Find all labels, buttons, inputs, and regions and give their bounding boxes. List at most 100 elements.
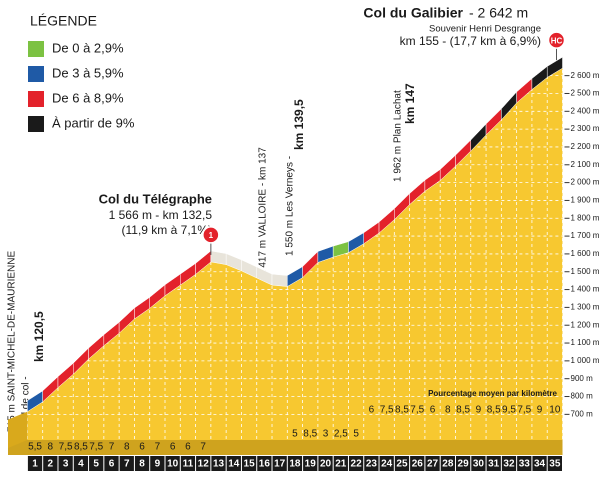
km-box bbox=[287, 456, 303, 471]
km-box-label: 21 bbox=[335, 459, 347, 470]
summit-badge-circle bbox=[547, 31, 566, 49]
legend-label: De 6 à 8,9% bbox=[52, 90, 124, 105]
gradient-label: 7 bbox=[109, 442, 115, 453]
gradient-label: 6 bbox=[139, 442, 145, 453]
km-box-label: 32 bbox=[503, 459, 515, 470]
km-box-label: 1 bbox=[32, 459, 38, 470]
gradient-label: 9,5 bbox=[502, 405, 516, 416]
km-box bbox=[486, 456, 501, 471]
gradient-label: 6 bbox=[185, 442, 191, 453]
gradient-label: 8,5 bbox=[303, 429, 317, 440]
km-box-label: 6 bbox=[109, 459, 115, 470]
gradient-band bbox=[546, 56, 563, 78]
km-box-label: 31 bbox=[488, 459, 500, 470]
km-box bbox=[104, 456, 119, 471]
gradient-label: 8 bbox=[124, 442, 130, 453]
y-tick-label: 2 500 m bbox=[571, 89, 600, 98]
km-box bbox=[364, 456, 379, 471]
gradient-label: 6 bbox=[369, 405, 375, 416]
gradient-label: 8 bbox=[48, 442, 54, 453]
legend-swatch bbox=[28, 66, 44, 82]
km-box-label: 30 bbox=[473, 459, 485, 470]
km-box bbox=[303, 456, 318, 471]
gradient-label: 7 bbox=[155, 442, 161, 453]
km-box-label: 22 bbox=[351, 459, 363, 470]
legend-label: De 3 à 5,9% bbox=[52, 65, 124, 80]
km-box bbox=[58, 456, 73, 471]
gradient-label: 8,5 bbox=[456, 405, 470, 416]
gradient-label: 2,5 bbox=[334, 429, 348, 440]
start-km: km 120,5 bbox=[32, 311, 46, 362]
verneys-label: 1 550 m Les Verneys - bbox=[285, 156, 296, 256]
y-tick-label: 1 400 m bbox=[571, 285, 600, 294]
lachat-km: km 147 bbox=[403, 83, 417, 124]
km-box-label: 16 bbox=[259, 459, 271, 470]
km-box-label: 2 bbox=[48, 459, 54, 470]
y-tick-label: 1 600 m bbox=[571, 249, 600, 258]
km-box bbox=[348, 456, 364, 471]
ground-slab bbox=[8, 440, 563, 455]
km-box-label: 5 bbox=[93, 459, 99, 470]
km-box bbox=[425, 456, 440, 471]
summit-altitude: - 2 642 m bbox=[469, 5, 528, 21]
km-box bbox=[517, 456, 532, 471]
valloire-label: 1 417 m VALLOIRE - km 137 bbox=[258, 147, 269, 276]
km-box-label: 10 bbox=[167, 459, 179, 470]
gradient-label: 8,5 bbox=[487, 405, 501, 416]
gradient-band bbox=[210, 250, 227, 265]
km-box bbox=[180, 456, 196, 471]
km-box bbox=[455, 456, 471, 471]
km-box-label: 13 bbox=[213, 459, 225, 470]
y-tick-label: 1 100 m bbox=[571, 338, 600, 347]
legend-swatch bbox=[28, 91, 44, 107]
gradient-label: 7,5 bbox=[59, 442, 73, 453]
y-tick-label: 1 300 m bbox=[571, 303, 600, 312]
km-box bbox=[318, 456, 333, 471]
gradient-label: 7 bbox=[200, 442, 206, 453]
gradient-note: Pourcentage moyen par kilomètre bbox=[428, 389, 557, 398]
verneys-km: km 139,5 bbox=[292, 99, 306, 150]
km-box bbox=[379, 456, 394, 471]
y-tick-label: 1 000 m bbox=[571, 356, 600, 365]
km-box bbox=[241, 456, 257, 471]
lachat-label: 1 962 m Plan Lachat bbox=[393, 90, 404, 182]
y-tick-label: 2 600 m bbox=[571, 71, 600, 80]
km-box bbox=[532, 456, 547, 471]
km-box bbox=[410, 456, 425, 471]
gradient-label: 5 bbox=[292, 429, 298, 440]
km-box-label: 18 bbox=[289, 459, 301, 470]
km-box-label: 20 bbox=[320, 459, 332, 470]
elevation-area bbox=[27, 68, 563, 440]
km-box bbox=[211, 456, 226, 471]
col-detail: 1 566 m - km 132,5 bbox=[109, 208, 213, 222]
gradient-label: 7,5 bbox=[410, 405, 424, 416]
km-box-label: 26 bbox=[412, 459, 424, 470]
left-face bbox=[8, 411, 28, 448]
gradient-label: 5,5 bbox=[28, 442, 42, 453]
y-tick-label: 2 300 m bbox=[571, 124, 600, 133]
gradient-label: 8,5 bbox=[395, 405, 409, 416]
km-box bbox=[272, 456, 287, 471]
km-box-label: 4 bbox=[78, 459, 84, 470]
km-box bbox=[134, 456, 150, 471]
km-box-label: 11 bbox=[183, 459, 194, 470]
km-box-label: 23 bbox=[366, 459, 378, 470]
legend-swatch bbox=[28, 116, 44, 132]
y-tick-label: 2 200 m bbox=[571, 142, 600, 151]
legend-label: De 0 à 2,9% bbox=[52, 40, 124, 55]
km-box bbox=[165, 456, 180, 471]
gradient-label: 6 bbox=[170, 442, 176, 453]
km-box-label: 15 bbox=[244, 459, 256, 470]
km-box-label: 27 bbox=[427, 459, 439, 470]
gradient-label: 8 bbox=[445, 405, 451, 416]
km-box-label: 29 bbox=[458, 459, 470, 470]
start-place: 715 m SAINT-MICHEL-DE-MAURIENNE bbox=[7, 251, 18, 432]
km-box-label: 28 bbox=[442, 459, 454, 470]
gradient-label: 10 bbox=[549, 405, 561, 416]
km-box bbox=[501, 456, 517, 471]
km-box bbox=[27, 456, 43, 471]
summit-badge-text: HC bbox=[551, 36, 563, 45]
y-tick-label: 1 700 m bbox=[571, 231, 600, 240]
gradient-label: 7,5 bbox=[517, 405, 531, 416]
